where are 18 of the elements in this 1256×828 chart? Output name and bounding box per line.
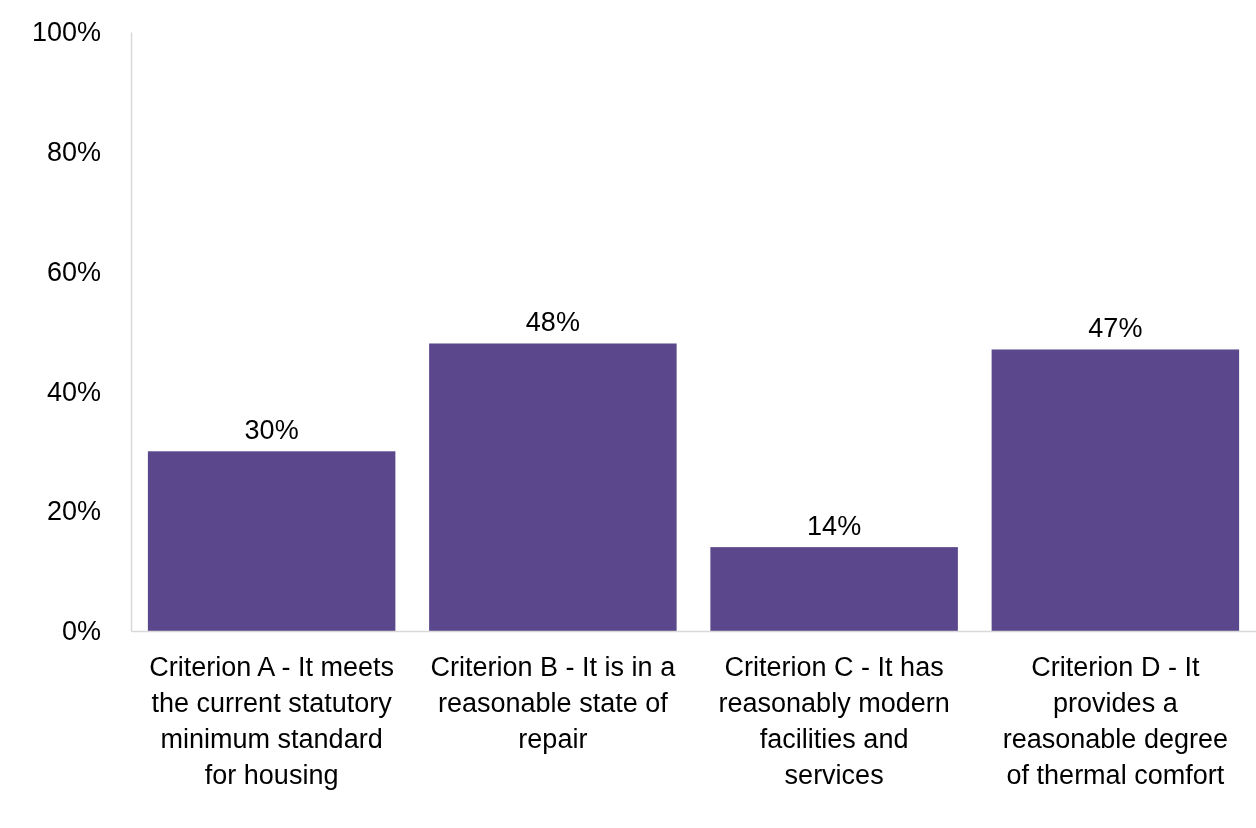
- x-tick-label: Criterion D - It provides a reasonable degree of thermal comfort: [1002, 652, 1228, 790]
- y-tick-label: 40%: [46, 376, 101, 407]
- data-label: 48%: [525, 307, 580, 338]
- x-tick-label: Criterion C - It has reasonably modern facilities and services: [718, 652, 950, 790]
- y-tick-label: 0%: [61, 616, 101, 647]
- y-tick-label: 60%: [46, 256, 101, 287]
- y-tick-label: 20%: [46, 496, 101, 527]
- x-tick-label: Criterion A - It meets the current statutory minimum standard for housing: [149, 652, 394, 790]
- data-label: 47%: [1088, 313, 1143, 344]
- bar: [147, 451, 396, 631]
- x-tick-label: Criterion B - It is in a reasonable state of repair: [430, 652, 677, 754]
- bar: [710, 547, 958, 631]
- bar: [429, 343, 677, 631]
- y-tick-label: 80%: [46, 136, 101, 167]
- data-label: 30%: [244, 415, 299, 446]
- bar: [991, 349, 1240, 631]
- data-label: 14%: [807, 511, 862, 542]
- y-tick-label: 100%: [31, 17, 101, 48]
